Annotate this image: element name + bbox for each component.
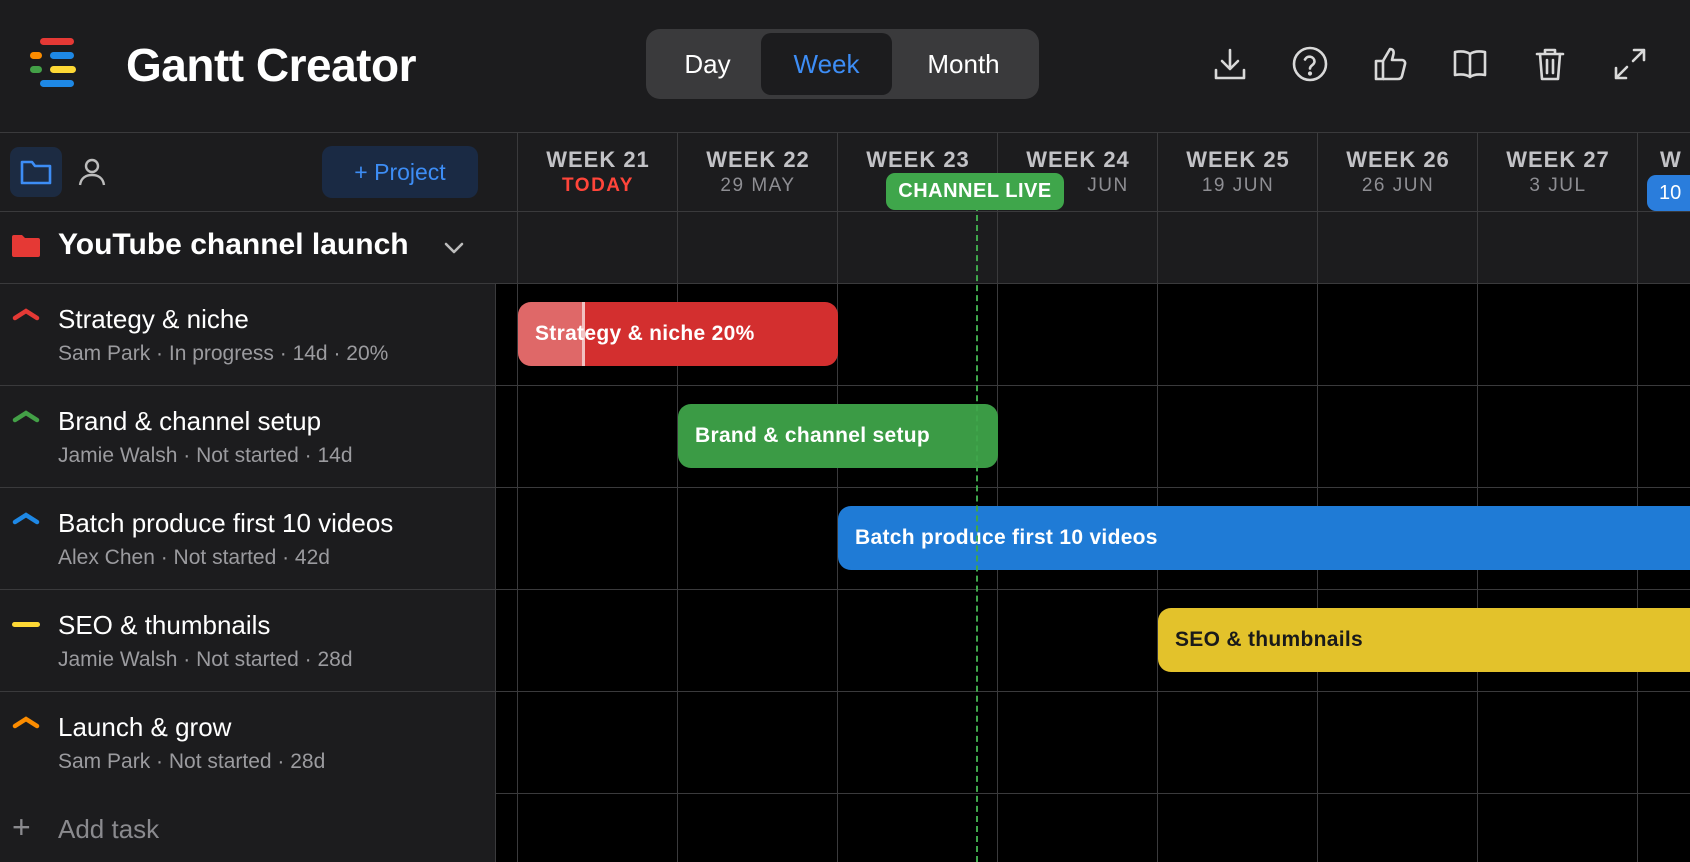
task-row[interactable]: Brand & channel setup Jamie Walsh · Not … (0, 386, 496, 488)
priority-chevron-up-icon (12, 714, 40, 730)
week-date: 19 JUN (1201, 175, 1275, 196)
week-column-header: WEEK 24 JUN (997, 133, 1158, 211)
grid-line (495, 385, 1690, 386)
week-column-header: W (1637, 133, 1690, 211)
task-name: Batch produce first 10 videos (58, 508, 394, 538)
week-date: JUN (1087, 175, 1129, 196)
task-name: SEO & thumbnails (58, 610, 271, 640)
task-row[interactable]: Launch & grow Sam Park · Not started · 2… (0, 692, 496, 794)
task-meta: Sam Park · Not started · 28d (58, 750, 326, 773)
week-label: WEEK 27 (1506, 147, 1610, 172)
week-label: WEEK 23 (866, 147, 970, 172)
project-row[interactable]: YouTube channel launch (0, 212, 518, 284)
person-icon[interactable] (72, 147, 112, 197)
download-icon[interactable] (1210, 44, 1250, 84)
priority-dash-icon (12, 612, 40, 628)
trash-icon[interactable] (1530, 44, 1570, 84)
week-date: 3 JUL (1529, 175, 1587, 196)
week-label: WEEK 22 (706, 147, 810, 172)
expand-icon[interactable] (1610, 44, 1650, 84)
grid-line (517, 212, 518, 862)
help-icon[interactable] (1290, 44, 1330, 84)
task-bar-strategy[interactable]: Strategy & niche 20% (518, 302, 838, 366)
book-icon[interactable] (1450, 44, 1490, 84)
task-name: Launch & grow (58, 712, 232, 742)
week-label: W (1660, 147, 1682, 172)
task-name: Strategy & niche (58, 304, 249, 334)
week-column-header: WEEK 23 (837, 133, 998, 211)
timeline-header: WEEK 21 TODAY WEEK 22 29 MAY WEEK 23 WEE… (517, 133, 1690, 212)
grid-line (677, 212, 678, 862)
milestone-line (976, 205, 978, 862)
priority-chevron-up-icon (12, 408, 40, 424)
grid-line (495, 793, 1690, 794)
task-bar-brand[interactable]: Brand & channel setup (678, 404, 998, 468)
task-bar-batch[interactable]: Batch produce first 10 videos (838, 506, 1690, 570)
app-title: Gantt Creator (126, 39, 416, 91)
week-column-header: WEEK 25 19 JUN (1157, 133, 1318, 211)
view-switcher: Day Week Month (646, 29, 1039, 99)
project-folder-icon (12, 234, 40, 258)
task-bar-label: SEO & thumbnails (1175, 628, 1363, 651)
week-date: 29 MAY (720, 175, 796, 196)
grid-line (495, 691, 1690, 692)
task-row[interactable]: SEO & thumbnails Jamie Walsh · Not start… (0, 590, 496, 692)
view-month-button[interactable]: Month (927, 49, 1000, 79)
view-week-button[interactable]: Week (761, 33, 892, 95)
grid-line (837, 212, 838, 862)
week-label: WEEK 24 (1026, 147, 1130, 172)
add-task-label: Add task (58, 814, 160, 844)
week-column-header: WEEK 26 26 JUN (1317, 133, 1478, 211)
week-label: WEEK 21 (546, 147, 650, 172)
view-day-button[interactable]: Day (684, 49, 731, 79)
priority-chevron-up-icon (12, 510, 40, 526)
project-name: YouTube channel launch (58, 228, 409, 261)
task-bar-label: Batch produce first 10 videos (855, 526, 1158, 549)
milestone-pill[interactable]: CHANNEL LIVE (886, 173, 1064, 210)
grid-line (495, 487, 1690, 488)
task-meta: Jamie Walsh · Not started · 28d (58, 648, 353, 671)
add-project-button[interactable]: + Project (322, 146, 478, 198)
today-label: TODAY (562, 175, 634, 196)
app-logo-icon (30, 38, 86, 98)
week-column-header: WEEK 22 29 MAY (677, 133, 838, 211)
task-meta: Sam Park · In progress · 14d · 20% (58, 342, 389, 365)
task-bar-label: Brand & channel setup (695, 424, 931, 447)
folder-icon[interactable] (10, 147, 62, 197)
task-row[interactable]: Batch produce first 10 videos Alex Chen … (0, 488, 496, 590)
task-bar-seo[interactable]: SEO & thumbnails (1158, 608, 1690, 672)
plus-icon: + (12, 809, 31, 845)
chevron-down-icon[interactable] (440, 234, 468, 262)
task-name: Brand & channel setup (58, 406, 322, 436)
grid-line (495, 589, 1690, 590)
week-label: WEEK 25 (1186, 147, 1290, 172)
task-meta: Jamie Walsh · Not started · 14d (58, 444, 353, 467)
task-meta: Alex Chen · Not started · 42d (58, 546, 330, 569)
week-badge: 10 (1647, 175, 1690, 211)
grid-gutter (496, 284, 517, 862)
priority-chevron-up-icon (12, 306, 40, 322)
week-column-header: WEEK 21 TODAY (517, 133, 678, 211)
add-task-row[interactable]: + Add task (0, 792, 496, 862)
week-label: WEEK 26 (1346, 147, 1450, 172)
progress-fill (518, 302, 585, 366)
sidebar-header: + Project (0, 133, 518, 212)
task-row[interactable]: Strategy & niche Sam Park · In progress … (0, 284, 496, 386)
timeline-project-row (517, 212, 1690, 284)
task-bar-label: Strategy & niche 20% (535, 322, 755, 345)
week-date: 26 JUN (1361, 175, 1435, 196)
week-column-header: WEEK 27 3 JUL (1477, 133, 1638, 211)
thumbs-up-icon[interactable] (1370, 44, 1410, 84)
top-bar: Gantt Creator Day Week Month (0, 0, 1690, 133)
